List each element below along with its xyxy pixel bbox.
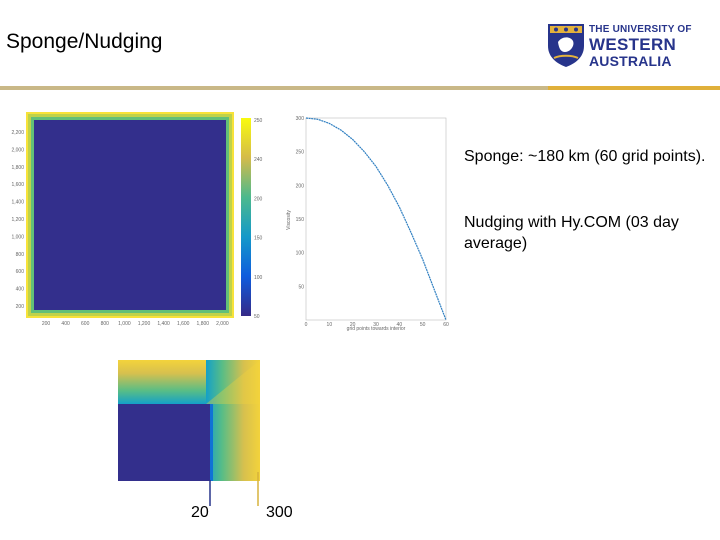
line-x-tick-label: 60	[443, 322, 449, 328]
colorbar-tick-label: 150	[254, 236, 263, 242]
heatmap-y-tick-label: 400	[16, 287, 25, 293]
colorbar-ticks: 250 240 200 150 100 50	[254, 118, 263, 320]
colorbar-tick-label: 240	[254, 157, 263, 163]
heatmap-y-tick-label: 1,400	[11, 200, 24, 206]
heatmap-x-tick-label: 200	[42, 321, 51, 327]
header-rule	[0, 86, 720, 90]
line-x-tick-label: 20	[350, 322, 356, 328]
heatmap-x-tick-label: 1,000	[118, 321, 131, 327]
heatmap-y-tick-label: 200	[16, 304, 25, 310]
line-x-axis-label: grid points towards interior	[347, 326, 406, 332]
line-x-tick-label: 10	[327, 322, 333, 328]
line-y-tick-label: 100	[296, 251, 305, 257]
line-y-tick-label: 200	[296, 183, 305, 189]
heatmap-x-tick-label: 600	[81, 321, 90, 327]
heatmap-x-tick-label: 1,600	[177, 321, 190, 327]
line-y-tick-label: 300	[296, 116, 305, 122]
heatmap-y-tick-label: 1,600	[11, 182, 24, 188]
heatmap-y-ticks: 2,200 2,000 1,800 1,600 1,400 1,200 1,000 800 60…	[11, 130, 24, 310]
corner-interior	[118, 404, 210, 481]
line-x-tick-label: 40	[397, 322, 403, 328]
heatmap-x-tick-label: 1,400	[157, 321, 170, 327]
line-x-tick-label: 50	[420, 322, 426, 328]
heatmap-y-tick-label: 2,000	[11, 147, 24, 153]
heatmap-x-tick-label: 400	[61, 321, 70, 327]
viscosity-series-line	[305, 117, 447, 321]
heatmap-y-tick-label: 1,200	[11, 217, 24, 223]
slide-title: Sponge/Nudging	[6, 30, 163, 53]
line-y-tick-label: 150	[296, 217, 305, 223]
line-y-tick-label: 50	[298, 284, 304, 290]
uwa-logo: THE UNIVERSITY OF WESTERN AUSTRALIA	[546, 20, 691, 70]
line-x-tick-label: 0	[305, 322, 308, 328]
heatmap-x-tick-label: 1,800	[197, 321, 210, 327]
note-sponge: Sponge: ~180 km (60 grid points).	[464, 148, 706, 165]
marker-20-label: 20	[191, 504, 209, 521]
viscosity-line-chart: Viscosity grid points towards interior 3…	[286, 116, 449, 332]
heatmap-y-tick-label: 800	[16, 252, 25, 258]
heatmap-x-tick-label: 800	[101, 321, 110, 327]
logo-line-1: THE UNIVERSITY OF	[589, 24, 692, 35]
heatmap-x-tick-label: 2,000	[216, 321, 229, 327]
line-x-tick-label: 30	[373, 322, 379, 328]
sponge-heatmap-figure: 250 240 200 150 100 50 2,200 2,000 1,800 1,600 1,…	[11, 112, 263, 327]
crest-icon	[548, 24, 584, 67]
line-y-axis-label: Viscosity	[286, 210, 292, 230]
sponge-corner-zoom	[118, 360, 260, 506]
line-y-ticks: 300 250 200 150 100 50	[296, 116, 305, 290]
heatmap-y-tick-label: 1,000	[11, 234, 24, 240]
heatmap-y-tick-label: 2,200	[11, 130, 24, 136]
heatmap-x-ticks: 200 400 600 800 1,000 1,200 1,400 1,600 1,800 2,0…	[42, 321, 229, 327]
right-sponge-gradient	[206, 360, 260, 481]
colorbar-tick-label: 200	[254, 196, 263, 202]
line-plot-area	[305, 117, 447, 321]
heatmap-interior	[34, 120, 226, 310]
colorbar	[241, 118, 251, 316]
colorbar-tick-label: 250	[254, 118, 263, 124]
marker-300-label: 300	[266, 504, 293, 521]
heatmap-x-tick-label: 1,200	[138, 321, 151, 327]
line-x-ticks: 0 10 20 30 40 50 60	[305, 322, 449, 328]
heatmap-y-tick-label: 1,800	[11, 165, 24, 171]
note-nudging: Nudging with Hy.COM (03 day average)	[464, 214, 679, 252]
colorbar-tick-label: 100	[254, 275, 263, 281]
logo-line-3: AUSTRALIA	[589, 53, 672, 69]
colorbar-tick-label: 50	[254, 314, 260, 320]
heatmap-y-tick-label: 600	[16, 269, 25, 275]
line-y-tick-label: 250	[296, 150, 305, 156]
logo-line-2: WESTERN	[589, 35, 677, 54]
